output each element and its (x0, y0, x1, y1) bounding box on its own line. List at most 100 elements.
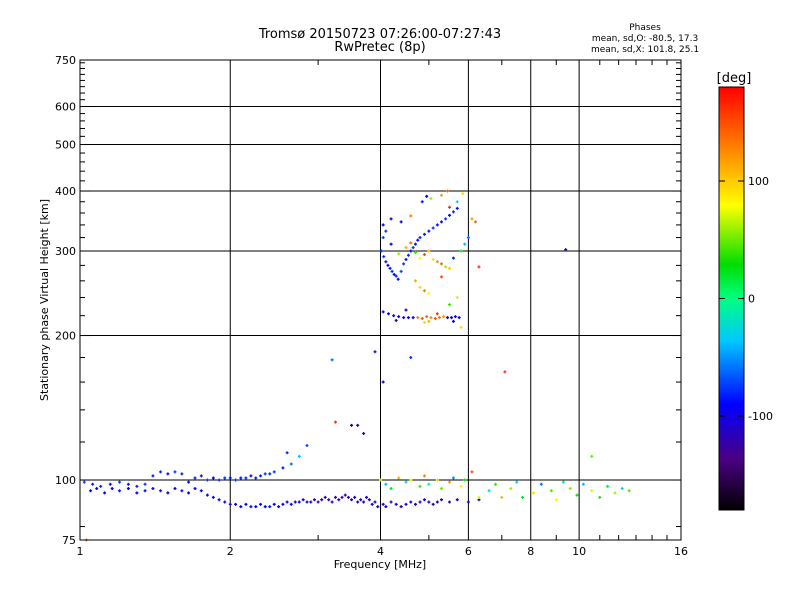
data-point (108, 482, 112, 486)
data-point (503, 370, 507, 374)
data-point (554, 498, 558, 502)
data-point (343, 493, 347, 497)
data-point (448, 500, 452, 504)
y-tick-label: 500 (55, 139, 76, 152)
data-point (406, 253, 410, 257)
data-point (384, 229, 388, 233)
data-point (418, 256, 422, 260)
data-point (459, 249, 463, 253)
data-point (431, 502, 435, 506)
data-point (239, 505, 243, 509)
x-tick-labels: 1 2 4 6 8 10 16 (77, 545, 689, 558)
data-point (384, 482, 388, 486)
data-point (427, 500, 431, 504)
data-point (381, 502, 385, 506)
data-point (143, 489, 147, 493)
data-point (413, 242, 417, 246)
data-point (435, 223, 439, 227)
data-point (217, 498, 221, 502)
data-point (373, 350, 377, 354)
y-tick-label: 100 (55, 474, 76, 487)
data-point (281, 466, 285, 470)
data-point (301, 498, 305, 502)
data-point (440, 262, 443, 266)
data-point (409, 355, 413, 359)
data-point (463, 478, 467, 482)
data-point (356, 500, 360, 504)
data-point (297, 454, 301, 458)
data-point (433, 317, 437, 321)
data-point (373, 500, 377, 504)
data-point (359, 498, 363, 502)
data-point (254, 505, 258, 509)
data-point (305, 444, 309, 448)
data-point (330, 500, 334, 504)
data-point (118, 489, 122, 493)
data-point (187, 480, 191, 484)
data-point (431, 226, 435, 230)
data-point (205, 478, 209, 482)
data-point (199, 474, 203, 478)
data-point (397, 252, 401, 256)
chart-title: Tromsø 20150723 07:26:00-07:27:43 (258, 27, 501, 42)
data-point (613, 491, 617, 495)
data-point (309, 500, 313, 504)
data-point (455, 200, 459, 204)
data-point (455, 206, 459, 210)
plot-frame (79, 59, 682, 541)
data-point (448, 205, 452, 209)
data-point (449, 316, 453, 320)
data-point (420, 200, 424, 204)
data-point (380, 249, 384, 253)
data-point (575, 493, 579, 497)
data-point (333, 420, 337, 424)
data-point (531, 491, 535, 495)
data-point (399, 220, 403, 224)
data-point (126, 482, 130, 486)
data-point (399, 505, 403, 509)
data-point (431, 258, 435, 262)
data-point (435, 260, 439, 264)
data-point (82, 480, 86, 484)
data-point (394, 274, 398, 278)
phase-legend-o-stats: mean, sd,O: -80.5, 17.3 (592, 34, 698, 44)
data-point (263, 472, 267, 476)
data-point (413, 279, 417, 283)
data-point (413, 502, 417, 506)
y-tick-label: 75 (62, 534, 76, 547)
data-point (285, 500, 289, 504)
data-point (473, 220, 477, 224)
data-point (466, 236, 470, 240)
data-point (446, 189, 450, 193)
data-point (272, 470, 276, 474)
data-point (249, 505, 253, 509)
data-point (166, 491, 170, 495)
grid-lines (80, 60, 681, 540)
data-point (477, 265, 481, 269)
data-point (422, 474, 426, 478)
data-point (305, 500, 309, 504)
data-point (268, 472, 272, 476)
data-point (463, 242, 467, 246)
data-point (451, 210, 455, 214)
data-point (323, 495, 327, 499)
data-point (173, 470, 177, 474)
data-point (561, 480, 565, 484)
x-tick-label: 10 (572, 545, 586, 558)
data-point (404, 480, 408, 484)
data-point (110, 487, 114, 491)
y-tick-label: 750 (55, 54, 76, 67)
data-point (581, 482, 585, 486)
data-point (126, 487, 130, 491)
data-point (549, 489, 553, 493)
data-point (135, 491, 139, 495)
data-point (409, 214, 413, 218)
data-point (173, 487, 177, 491)
data-point (350, 423, 354, 427)
data-point (440, 275, 443, 279)
data-point (223, 476, 227, 480)
data-point (429, 316, 433, 320)
data-point (103, 491, 107, 495)
data-point (350, 498, 354, 502)
